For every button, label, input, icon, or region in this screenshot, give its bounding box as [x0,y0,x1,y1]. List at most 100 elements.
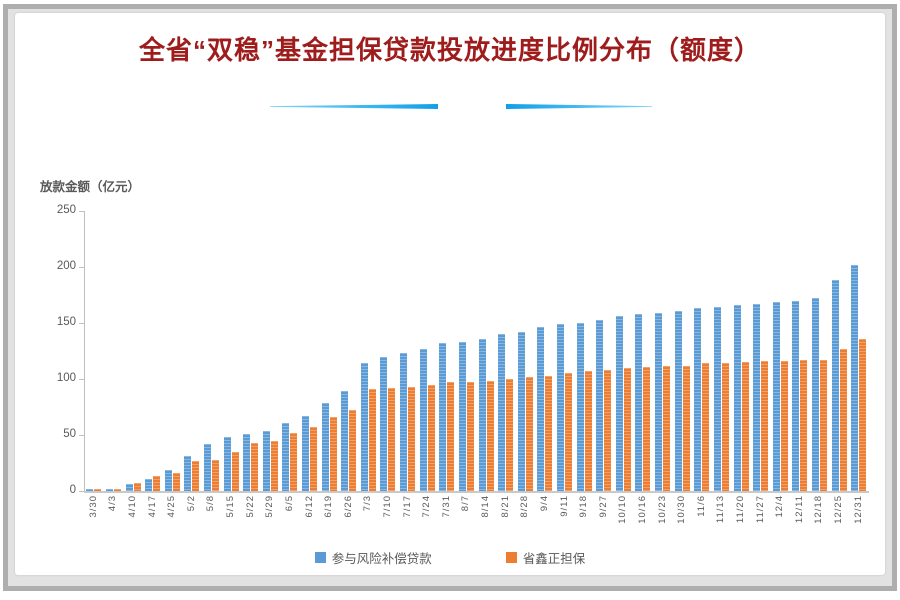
x-tick-label: 11/27 [754,495,766,524]
x-tick-label: 5/22 [244,495,256,518]
bar-xinzheng-guarantee-6/12 [310,427,318,491]
x-tick-label: 5/29 [264,495,276,518]
bar-xinzheng-guarantee-4/3 [113,488,121,491]
bar-xinzheng-guarantee-12/18 [819,359,827,491]
bar-xinzheng-guarantee-5/8 [211,459,219,491]
y-tick-label: 100 [56,372,76,384]
bar-xinzheng-guarantee-6/26 [349,410,357,491]
y-tick-label: 150 [56,316,76,328]
bar-risk-compensation-loan-8/14 [478,338,486,491]
bar-risk-compensation-loan-10/23 [655,312,663,491]
y-tick-mark [79,491,84,492]
bar-risk-compensation-loan-10/16 [635,314,643,491]
bar-risk-compensation-loan-5/22 [243,433,251,491]
bar-risk-compensation-loan-10/30 [674,310,682,491]
x-tick-label: 4/25 [166,495,178,518]
x-tick-label: 8/28 [519,495,531,518]
bar-xinzheng-guarantee-3/30 [94,488,102,491]
bar-xinzheng-guarantee-10/16 [643,366,651,491]
y-tick-mark [79,211,84,212]
bar-risk-compensation-loan-7/3 [360,363,368,491]
legend-swatch-blue [314,552,326,563]
x-tick-label: 5/2 [185,495,197,512]
title-underline-left-stroke [270,104,438,109]
bar-risk-compensation-loan-7/10 [380,356,388,491]
x-tick-label: 7/17 [401,495,413,518]
bar-xinzheng-guarantee-12/4 [780,361,788,491]
x-tick-label: 5/8 [205,495,217,512]
bar-xinzheng-guarantee-10/23 [663,365,671,491]
bar-risk-compensation-loan-6/5 [282,422,290,491]
x-tick-label: 10/30 [676,495,688,524]
bar-risk-compensation-loan-11/27 [753,303,761,491]
x-tick-label: 5/15 [225,495,237,518]
bar-xinzheng-guarantee-7/31 [447,382,455,491]
y-tick-label: 0 [69,484,76,496]
bar-xinzheng-guarantee-7/24 [427,384,435,491]
x-tick-label: 11/20 [735,495,747,524]
x-tick-label: 6/5 [283,495,295,512]
bar-xinzheng-guarantee-6/19 [329,417,337,491]
x-tick-label: 7/31 [440,495,452,518]
bar-risk-compensation-loan-12/31 [851,264,859,491]
legend-item-series-1: 省鑫正担保 [505,548,586,567]
x-tick-label: 3/30 [87,495,99,518]
y-tick-mark [79,267,84,268]
x-tick-label: 12/25 [833,495,845,524]
bar-risk-compensation-loan-4/25 [164,469,172,491]
x-tick-label: 10/16 [636,495,648,524]
x-tick-label: 7/3 [362,495,374,512]
bar-risk-compensation-loan-9/18 [576,323,584,491]
x-tick-label: 12/18 [813,495,825,524]
bar-risk-compensation-loan-5/8 [203,443,211,491]
bar-risk-compensation-loan-8/7 [458,342,466,491]
legend-item-series-0: 参与风险补偿贷款 [314,548,432,567]
bar-risk-compensation-loan-7/24 [419,348,427,491]
bar-xinzheng-guarantee-9/4 [545,375,553,491]
x-tick-label: 11/6 [695,495,707,517]
bar-risk-compensation-loan-9/4 [537,327,545,491]
x-tick-label: 4/17 [146,495,158,518]
bar-xinzheng-guarantee-8/21 [506,379,514,491]
x-tick-label: 9/11 [558,495,570,517]
x-tick-label: 12/31 [852,495,864,524]
y-tick-mark [79,435,84,436]
bar-xinzheng-guarantee-8/28 [525,376,533,491]
x-tick-label: 9/18 [578,495,590,518]
bar-xinzheng-guarantee-8/14 [486,381,494,491]
bar-xinzheng-guarantee-9/27 [604,370,612,491]
bar-xinzheng-guarantee-9/11 [565,373,572,491]
title-underline-right-stroke [506,104,652,109]
bar-xinzheng-guarantee-12/25 [839,348,847,491]
bar-xinzheng-guarantee-5/2 [192,460,200,491]
legend: 参与风险补偿贷款 省鑫正担保 [0,548,900,567]
y-tick-label: 250 [56,204,76,216]
x-tick-label: 4/10 [127,495,139,518]
x-tick-label: 8/14 [480,495,492,518]
x-tick-label: 10/23 [656,495,668,524]
legend-label-orange: 省鑫正担保 [522,552,586,566]
bar-risk-compensation-loan-11/20 [733,305,741,491]
bar-risk-compensation-loan-9/27 [596,319,604,491]
x-tick-label: 9/27 [597,495,609,518]
bar-xinzheng-guarantee-4/17 [153,476,161,491]
bar-risk-compensation-loan-6/26 [341,391,349,491]
bar-xinzheng-guarantee-7/17 [408,386,416,491]
bar-risk-compensation-loan-10/10 [615,316,623,491]
bar-risk-compensation-loan-12/25 [831,280,839,491]
bar-xinzheng-guarantee-7/3 [368,389,376,491]
y-axis-title: 放款金额（亿元） [40,180,141,194]
bar-xinzheng-guarantee-6/5 [290,432,298,491]
bar-xinzheng-guarantee-11/20 [741,362,749,491]
bar-xinzheng-guarantee-4/10 [133,483,141,491]
bar-risk-compensation-loan-4/17 [145,478,153,491]
y-tick-label: 50 [63,428,76,440]
bar-risk-compensation-loan-12/18 [811,298,819,491]
x-tick-label: 4/3 [107,495,119,512]
bar-xinzheng-guarantee-9/18 [584,371,592,491]
bar-risk-compensation-loan-12/11 [792,300,800,491]
bar-risk-compensation-loan-12/4 [772,301,780,491]
bar-risk-compensation-loan-7/31 [439,343,447,491]
y-tick-label: 200 [56,260,76,272]
